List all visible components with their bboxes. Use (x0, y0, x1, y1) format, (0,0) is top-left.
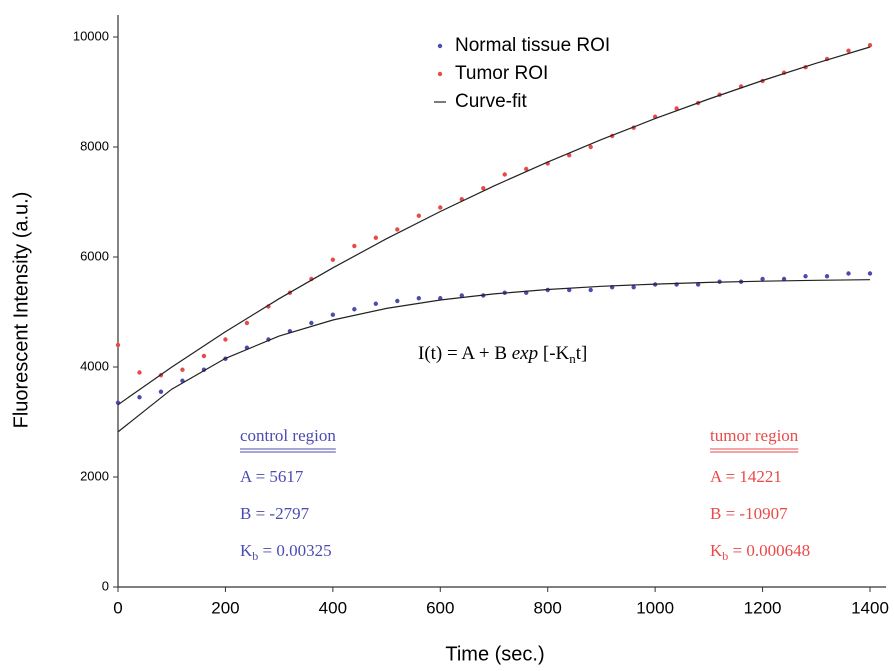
data-point (395, 298, 400, 304)
data-point (846, 271, 851, 276)
data-point (395, 227, 400, 232)
data-point (137, 395, 142, 400)
region-title: control region (240, 426, 336, 445)
data-point (459, 293, 464, 298)
region-title: tumor region (710, 426, 799, 445)
data-point (330, 312, 336, 317)
region-parameter: Kb = 0.000648 (710, 541, 810, 563)
region-parameter: Kb = 0.00325 (240, 541, 332, 563)
data-point (330, 257, 336, 262)
x-tick-label: 0 (113, 598, 122, 617)
data-point (115, 342, 121, 348)
x-tick-label: 1000 (636, 598, 674, 617)
parameter-subscript: b (722, 549, 728, 563)
data-point (244, 320, 250, 326)
data-point (867, 271, 873, 276)
y-tick-label: 4000 (80, 358, 109, 373)
data-point (158, 389, 164, 394)
data-point (803, 274, 808, 279)
parameter-name: A (710, 467, 723, 486)
data-point (481, 186, 486, 191)
y-axis-label: Fluorescent Intensity (a.u.) (10, 192, 32, 429)
data-point (223, 337, 228, 342)
equation-part: n (569, 351, 576, 366)
x-tick-label: 600 (426, 598, 454, 617)
x-tick-label: 400 (319, 598, 347, 617)
parameter-name: B (710, 504, 721, 523)
legend-label: Normal tissue ROI (455, 35, 610, 56)
data-point (416, 213, 421, 218)
data-point (416, 296, 421, 301)
parameter-subscript: b (252, 549, 258, 563)
data-point (867, 43, 873, 48)
parameter-name: B (240, 504, 251, 523)
data-point (695, 282, 701, 287)
parameter-name: A (240, 467, 253, 486)
fit-curve (117, 46, 871, 406)
data-point (180, 367, 185, 372)
data-point (352, 243, 357, 249)
legend-label: Curve-fit (455, 91, 528, 112)
data-point (137, 370, 142, 375)
parameter-value: = 14221 (721, 467, 782, 486)
x-tick-label: 800 (534, 598, 562, 617)
equation-part: [-K (538, 343, 569, 364)
data-point (502, 172, 507, 177)
data-point (309, 320, 314, 326)
x-axis-label: Time (sec.) (445, 643, 544, 665)
x-tick-label: 1200 (744, 598, 782, 617)
data-point (438, 205, 443, 210)
equation: I(t) = A + B exp [-Knt] (418, 343, 587, 366)
x-tick-label: 200 (211, 598, 239, 617)
y-tick-label: 8000 (80, 138, 109, 153)
parameter-value: = 0.00325 (258, 541, 331, 560)
data-point (846, 48, 851, 53)
data-point (373, 301, 379, 306)
data-point (201, 353, 207, 359)
data-point (373, 235, 379, 240)
data-point (760, 276, 765, 282)
y-tick-label: 10000 (73, 28, 109, 43)
data-point (352, 307, 357, 312)
y-tick-label: 6000 (80, 248, 109, 263)
region-parameter: B = -10907 (710, 504, 788, 523)
data-point (631, 285, 636, 290)
legend-marker (437, 43, 443, 49)
data-point (824, 274, 830, 279)
region-parameter: A = 14221 (710, 467, 782, 486)
y-tick-label: 2000 (80, 468, 109, 483)
data-point (588, 144, 593, 150)
data-point (567, 287, 572, 293)
x-tick-label: 1400 (851, 598, 889, 617)
data-point (781, 276, 787, 282)
parameter-value: = 5617 (251, 467, 304, 486)
parameter-value: = -2797 (251, 504, 309, 523)
parameter-name: K (710, 541, 723, 560)
parameter-value: = -10907 (721, 504, 788, 523)
data-point (588, 287, 593, 293)
equation-part: exp (512, 343, 538, 364)
region-parameter: B = -2797 (240, 504, 310, 523)
y-tick-label: 0 (102, 578, 109, 593)
data-point (524, 166, 529, 172)
fit-curve (117, 279, 871, 433)
data-point (674, 106, 679, 111)
region-parameter: A = 5617 (240, 467, 304, 486)
parameter-value: = 0.000648 (728, 541, 810, 560)
equation-part: t] (576, 343, 588, 364)
legend-marker (437, 71, 443, 77)
equation-part: I(t) = A + B (418, 343, 512, 364)
legend-label: Tumor ROI (455, 63, 548, 84)
parameter-name: K (240, 541, 253, 560)
